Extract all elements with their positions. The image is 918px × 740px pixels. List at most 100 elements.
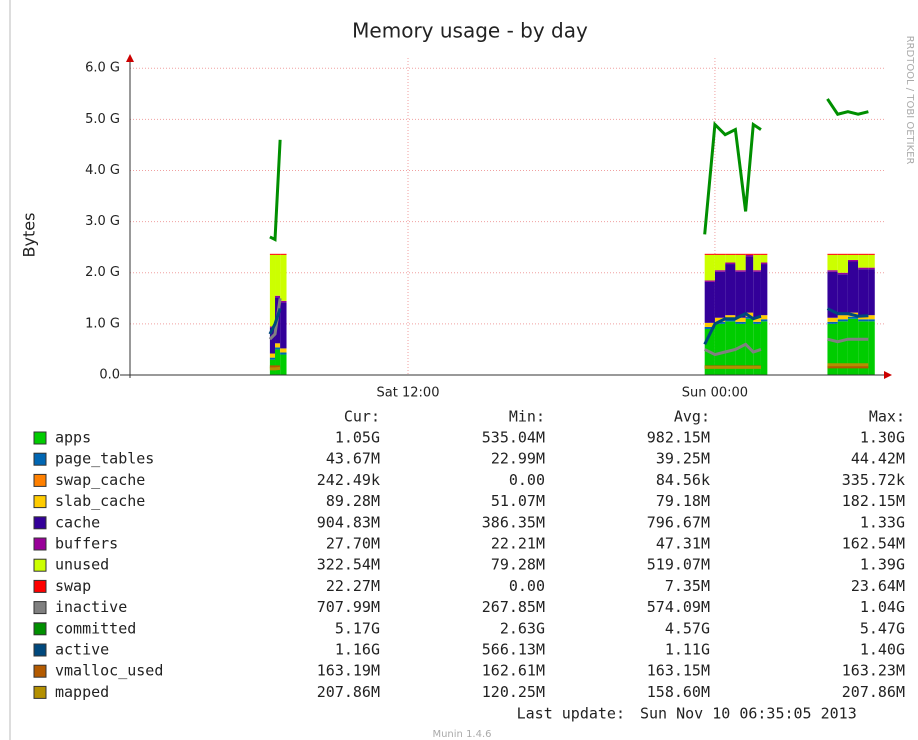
legend-stat: 27.70M <box>326 535 380 553</box>
area-segment <box>868 319 875 322</box>
area-segment <box>837 274 848 316</box>
legend-swatch <box>33 431 47 445</box>
y-axis-label: Bytes <box>20 213 39 258</box>
legend-stat: 1.04G <box>860 598 905 616</box>
legend-stat: 535.04M <box>482 429 545 447</box>
area-segment <box>847 261 859 313</box>
area-segment <box>735 254 746 271</box>
legend-stat: 335.72k <box>842 471 905 489</box>
area-segment <box>735 271 746 318</box>
area-segment <box>837 315 848 320</box>
area-segment <box>714 254 726 271</box>
legend-name: unused <box>55 556 109 574</box>
area-segment <box>753 270 761 272</box>
area-segment <box>837 319 848 322</box>
area-segment <box>837 321 848 375</box>
legend-swatch <box>33 516 47 530</box>
y-axis-arrow <box>126 54 134 62</box>
legend-name: page_tables <box>55 450 154 468</box>
legend-swatch <box>33 452 47 466</box>
area-segment <box>704 280 715 282</box>
legend: Cur: Min: Avg: Max: apps 1.05G 535.04M 982.15M 1… <box>33 408 905 701</box>
area-segment <box>745 254 754 257</box>
area-segment <box>269 254 276 327</box>
legend-stat: 22.21M <box>491 535 545 553</box>
legend-stat: 23.64M <box>851 577 905 595</box>
area-segment <box>858 267 869 270</box>
legend-stat: 44.42M <box>851 450 905 468</box>
legend-swatch <box>33 622 47 636</box>
area-segment <box>760 254 768 263</box>
area-segment <box>725 253 736 255</box>
legend-stat: 84.56k <box>656 471 710 489</box>
legend-stat: 163.19M <box>317 662 380 680</box>
area-segment <box>827 271 838 318</box>
legend-stat: 7.35M <box>665 577 710 595</box>
area-segment <box>269 357 276 360</box>
last-update-label: Last update: <box>517 705 625 723</box>
legend-swatch <box>33 664 47 678</box>
x-tick-label: Sat 12:00 <box>377 386 440 401</box>
area-segment <box>858 254 869 268</box>
side-label: RRDTOOL / TOBI OETIKER <box>904 36 915 165</box>
area-segment <box>714 323 726 375</box>
area-segment <box>269 327 276 354</box>
series-line <box>268 307 869 345</box>
area-segment <box>868 253 875 255</box>
area-segment <box>704 281 715 323</box>
area-segment <box>269 353 276 358</box>
legend-name: swap <box>55 577 91 595</box>
area-segment <box>847 259 859 262</box>
area-segment <box>858 321 869 375</box>
legend-swatch <box>33 495 47 509</box>
legend-name: committed <box>55 619 136 637</box>
legend-stat: 2.63G <box>500 619 545 637</box>
area-segment <box>847 254 859 260</box>
area-segment <box>714 253 726 255</box>
area-segment <box>760 321 768 375</box>
legend-stat: 22.27M <box>326 577 380 595</box>
area-segment <box>753 317 761 322</box>
legend-header: Avg: <box>674 408 710 426</box>
legend-stat: 163.15M <box>647 662 710 680</box>
area-segment <box>269 253 276 255</box>
footer: Munin 1.4.6 <box>432 729 491 740</box>
legend-stat: 386.35M <box>482 513 545 531</box>
legend-stat: 207.86M <box>317 683 380 701</box>
legend-stat: 89.28M <box>326 492 380 510</box>
area-segment <box>837 254 848 273</box>
legend-name: apps <box>55 429 91 447</box>
legend-stat: 120.25M <box>482 683 545 701</box>
area-segment <box>827 321 838 324</box>
legend-stat: 39.25M <box>656 450 710 468</box>
legend-header: Max: <box>869 408 905 426</box>
legend-stat: 22.99M <box>491 450 545 468</box>
legend-swatch <box>33 558 47 572</box>
legend-stat: 79.28M <box>491 556 545 574</box>
legend-stat: 1.05G <box>335 429 380 447</box>
legend-stat: 51.07M <box>491 492 545 510</box>
area-segment <box>275 349 281 375</box>
chart-title: Memory usage - by day <box>352 19 588 43</box>
legend-name: swap_cache <box>55 471 145 489</box>
area-segment <box>827 253 838 255</box>
area-segment <box>735 253 746 255</box>
area-segment <box>704 322 715 327</box>
area-segment <box>753 271 761 318</box>
legend-name: buffers <box>55 535 118 553</box>
area-segment <box>868 315 875 320</box>
y-tick-label: 5.0 G <box>85 112 120 127</box>
area-segment <box>753 254 761 271</box>
legend-stat: 47.31M <box>656 535 710 553</box>
area-segment <box>827 270 838 272</box>
legend-stat: 0.00 <box>509 471 545 489</box>
area-segment <box>827 254 838 271</box>
area-segment <box>725 315 736 320</box>
legend-stat: 242.49k <box>317 471 380 489</box>
legend-stat: 566.13M <box>482 641 545 659</box>
area-segment <box>827 323 838 375</box>
legend-name: mapped <box>55 683 109 701</box>
legend-swatch <box>33 537 47 551</box>
legend-stat: 1.11G <box>665 641 710 659</box>
